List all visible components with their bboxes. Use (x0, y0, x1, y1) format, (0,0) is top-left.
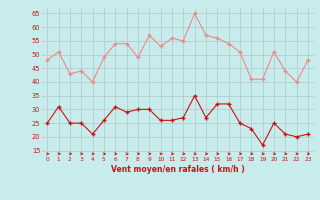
X-axis label: Vent moyen/en rafales ( km/h ): Vent moyen/en rafales ( km/h ) (111, 165, 244, 174)
